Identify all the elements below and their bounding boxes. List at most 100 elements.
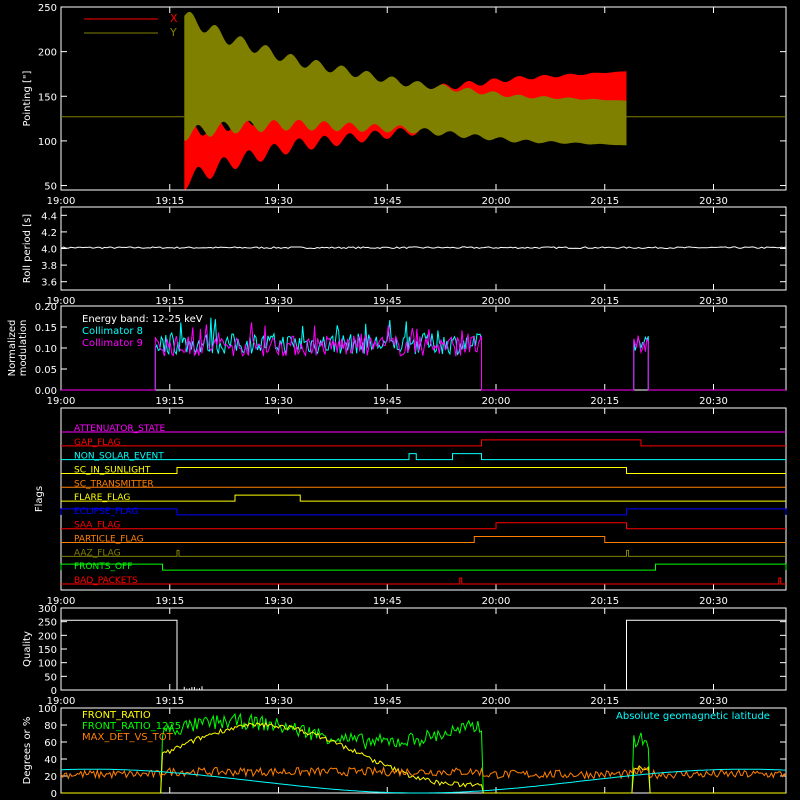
collimator-8-label: Collimator 8: [82, 326, 143, 337]
flag-label-aaz-flag: AAZ_FLAG: [74, 548, 121, 558]
max-det-vs-tot-line: [60, 765, 787, 780]
ratios-ytick-label: 80: [44, 721, 57, 732]
pointing-ytick-label: 150: [38, 92, 57, 103]
ratios-ylabel: Degrees or %: [22, 717, 33, 785]
roll-xtick-label: 20:30: [699, 296, 728, 307]
pointing-xtick-label: 19:15: [155, 196, 184, 207]
flag-trace-particle-flag: [61, 536, 786, 544]
ratios-panel: 100 80 60 40 20 0 Degrees or %: [22, 704, 787, 800]
roll-panel: 4.4 4.2 4.0 3.8 3.6 19:00 19:15 19:30 19:45 20:00…: [22, 206, 787, 307]
quality-xtick-label: 20:30: [699, 696, 728, 707]
flags-xtick-label: 20:00: [482, 596, 511, 607]
ratios-ytick-label: 100: [38, 704, 57, 715]
flags-xtick-label: 19:45: [373, 596, 402, 607]
modulation-xtick-label: 20:15: [590, 396, 619, 407]
quality-ytick-label: 100: [38, 659, 57, 670]
quality-ytick-label: 250: [38, 618, 57, 629]
flags-panel: 19:00 19:15 19:30 19:45 20:00 20:15 20:30 Flags…: [34, 407, 787, 607]
flag-trace-aaz-flag: [61, 549, 786, 557]
roll-xtick-label: 19:45: [373, 296, 402, 307]
modulation-ytick-label: 0.15: [35, 323, 57, 334]
flag-label-non-solar-event: NON_SOLAR_EVENT: [74, 452, 164, 462]
geomagnetic-latitude-label: Absolute geomagnetic latitude: [616, 711, 770, 722]
pointing-ytick-label: 200: [38, 48, 57, 59]
modulation-ytick-label: 0.20: [35, 302, 57, 313]
pointing-series-y: [184, 11, 627, 146]
roll-period-line: [60, 246, 787, 250]
pointing-ytick-label: 100: [38, 137, 57, 148]
flag-label-sc-transmitter: SC_TRANSMITTER: [74, 479, 154, 489]
legend-x-label: X: [170, 12, 178, 25]
quality-ytick-label: 0: [51, 686, 57, 697]
flag-label-gap-flag: GAP_FLAG: [74, 438, 120, 448]
quality-ytick-label: 150: [38, 645, 57, 656]
flag-trace-non-solar-event: [61, 453, 786, 461]
quality-ytick-label: 200: [38, 631, 57, 642]
flag-label-bad-packets: BAD_PACKETS: [74, 576, 138, 586]
front-ratio-label: FRONT_RATIO: [82, 710, 151, 721]
flag-label-particle-flag: PARTICLE_FLAG: [74, 535, 144, 545]
quality-xtick-label: 19:45: [373, 696, 402, 707]
flag-trace-sc-in-sunlight: [61, 466, 786, 474]
pointing-xtick-label: 20:00: [482, 196, 511, 207]
flag-label-flare-flag: FLARE_FLAG: [74, 493, 130, 503]
roll-ytick-label: 3.6: [41, 278, 57, 289]
pointing-ylabel: Pointing ["]: [22, 70, 33, 126]
roll-xtick-label: 19:00: [47, 296, 76, 307]
modulation-xtick-label: 19:00: [47, 396, 76, 407]
flag-label-eclipse-flag: ECLIPSE_FLAG: [74, 507, 138, 517]
modulation-ytick-label: 0.05: [35, 365, 57, 376]
ratios-ytick-label: 20: [44, 772, 57, 783]
quality-xtick-label: 19:30: [264, 696, 293, 707]
flag-trace-flare-flag: [61, 494, 786, 502]
roll-xtick-label: 20:00: [482, 296, 511, 307]
front-ratio-1225-label: FRONT_RATIO_1225: [82, 721, 181, 732]
flags-frame: [60, 407, 787, 591]
ratio-legend: FRONT_RATIO FRONT_RATIO_1225 MAX_DET_VS_…: [82, 710, 770, 743]
front-ratio-line: [61, 721, 786, 794]
flags-xtick-label: 19:30: [264, 596, 293, 607]
quality-ytick-label: 50: [44, 672, 57, 683]
flag-label-saa-flag: SAA_FLAG: [74, 521, 120, 531]
modulation-xtick-label: 19:45: [373, 396, 402, 407]
max-det-vs-tot-label: MAX_DET_VS_TOT: [82, 732, 174, 743]
flags-ylabel: Flags: [34, 486, 45, 512]
modulation-ylabel: Normalized: [7, 320, 18, 377]
quality-xtick-label: 19:00: [47, 696, 76, 707]
pointing-xtick-label: 20:15: [590, 196, 619, 207]
roll-ylabel: Roll period [s]: [22, 214, 33, 283]
modulation-ylabel: modulation: [18, 320, 29, 377]
legend-y-label: Y: [169, 26, 177, 39]
flag-label-sc-in-sunlight: SC_IN_SUNLIGHT: [74, 465, 151, 475]
pointing-legend: X Y: [84, 12, 178, 39]
quality-line: [61, 619, 786, 691]
modulation-series-collimator-9: [61, 322, 786, 391]
flag-trace-saa-flag: [61, 522, 786, 530]
modulation-xtick-label: 20:30: [699, 396, 728, 407]
flags-xtick-label: 19:15: [155, 596, 184, 607]
roll-ytick-label: 3.8: [41, 261, 57, 272]
pointing-panel: 250 200 150 100 50 19:00 19:15 19:30 19:45 20:00 2…: [22, 3, 787, 207]
flag-trace-fronts-off: [60, 563, 787, 571]
quality-ytick-label: 300: [38, 604, 57, 615]
modulation-xtick-label: 20:00: [482, 396, 511, 407]
quality-xtick-label: 20:15: [590, 696, 619, 707]
roll-ytick-label: 4.2: [41, 228, 57, 239]
flag-trace-bad-packets: [61, 577, 786, 585]
pointing-ytick-label: 50: [44, 182, 57, 193]
collimator-9-label: Collimator 9: [82, 338, 143, 349]
roll-ytick-label: 4.4: [41, 211, 57, 222]
pointing-ytick-label: 250: [38, 3, 57, 14]
flag-label-attenuator-state: ATTENUATOR_STATE: [74, 424, 166, 434]
roll-xtick-label: 19:30: [264, 296, 293, 307]
modulation-xtick-label: 19:15: [155, 396, 184, 407]
pointing-xtick-label: 19:00: [47, 196, 76, 207]
quality-xtick-label: 20:00: [482, 696, 511, 707]
pointing-frame: [60, 6, 787, 191]
pointing-xtick-label: 20:30: [699, 196, 728, 207]
roll-xtick-label: 19:15: [155, 296, 184, 307]
ratios-ytick-label: 0: [51, 789, 57, 800]
pointing-xtick-label: 19:45: [373, 196, 402, 207]
